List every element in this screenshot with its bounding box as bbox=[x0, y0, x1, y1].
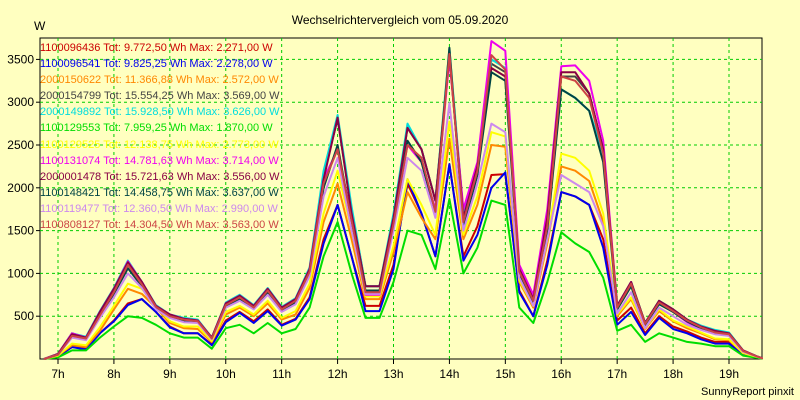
legend-entry: 1100096436 Tot: 9.772,50 Wh Max: 2.271,0… bbox=[40, 42, 273, 54]
legend-entry: 1100119477 Tot: 12.360,50 Wh Max: 2.990,… bbox=[40, 202, 278, 215]
series-line-11 bbox=[43, 102, 763, 360]
plot-frame bbox=[39, 37, 763, 360]
legend-entry: 1100129525 Tot: 12.138,75 Wh Max: 2.773,… bbox=[40, 138, 279, 151]
series-lines bbox=[43, 40, 763, 360]
x-tick-label: 16h bbox=[551, 367, 571, 381]
x-axis-ticks: 7h 8h 9h 10h 11h 12h 13h 14h 15h 16h 17h 18h 19h bbox=[51, 359, 739, 381]
y-tick-label: 1000 bbox=[7, 266, 34, 280]
legend-entry: 2000154799 Tot: 15.554,25 Wh Max: 3.569,… bbox=[40, 90, 280, 103]
series-line-7 bbox=[43, 120, 763, 360]
x-tick-label: 17h bbox=[607, 367, 627, 381]
x-tick-label: 9h bbox=[163, 367, 176, 381]
y-tick-label: 1500 bbox=[7, 224, 34, 238]
series-line-9 bbox=[43, 53, 763, 360]
y-axis-label: W bbox=[34, 19, 46, 33]
y-axis-ticks: 500 1000 1500 2000 2500 3000 3500 bbox=[7, 52, 40, 323]
legend-entry: 2000150622 Tot: 11.366,88 Wh Max: 2.572,… bbox=[40, 74, 279, 87]
series-line-2 bbox=[43, 163, 763, 360]
legend-entry: 1100096541 Tot: 9.825,25 Wh Max: 2.278,0… bbox=[40, 58, 273, 71]
footer-credit: SunnyReport pinxit bbox=[701, 386, 794, 398]
series-line-6 bbox=[43, 197, 763, 360]
x-tick-label: 14h bbox=[439, 367, 459, 381]
x-tick-label: 19h bbox=[719, 367, 739, 381]
legend-entry: 2000001478 Tot: 15.721,63 Wh Max: 3.556,… bbox=[40, 170, 280, 183]
x-tick-label: 15h bbox=[495, 367, 515, 381]
x-tick-label: 8h bbox=[107, 367, 120, 381]
legend-entry: 1100808127 Tot: 14.304,50 Wh Max: 3.563,… bbox=[40, 219, 279, 232]
legend-entry: 1100129553 Tot: 7.959,25 Wh Max: 1.870,0… bbox=[40, 122, 273, 135]
y-tick-label: 500 bbox=[14, 309, 34, 323]
x-tick-label: 12h bbox=[328, 367, 348, 381]
x-tick-label: 7h bbox=[51, 367, 64, 381]
legend-entry: 1100131074 Tot: 14.781,63 Wh Max: 3.714,… bbox=[40, 154, 279, 167]
legend-entry: 1100148421 Tot: 14.458,75 Wh Max: 3.637,… bbox=[40, 186, 279, 199]
y-tick-label: 3500 bbox=[7, 52, 34, 66]
y-tick-label: 3000 bbox=[7, 95, 34, 109]
legend-entry: 2000149892 Tot: 15.928,50 Wh Max: 3.626,… bbox=[40, 106, 280, 119]
series-line-12 bbox=[43, 53, 763, 360]
y-tick-label: 2500 bbox=[7, 138, 34, 152]
x-tick-label: 10h bbox=[216, 367, 236, 381]
x-tick-label: 11h bbox=[272, 367, 291, 381]
y-tick-label: 2000 bbox=[7, 181, 34, 195]
legend: 1100096436 Tot: 9.772,50 Wh Max: 2.271,0… bbox=[40, 40, 280, 233]
series-line-3 bbox=[43, 137, 763, 360]
x-tick-label: 13h bbox=[383, 367, 403, 381]
x-tick-label: 18h bbox=[663, 367, 683, 381]
chart-title: Wechselrichtervergleich vom 05.09.2020 bbox=[292, 13, 509, 27]
